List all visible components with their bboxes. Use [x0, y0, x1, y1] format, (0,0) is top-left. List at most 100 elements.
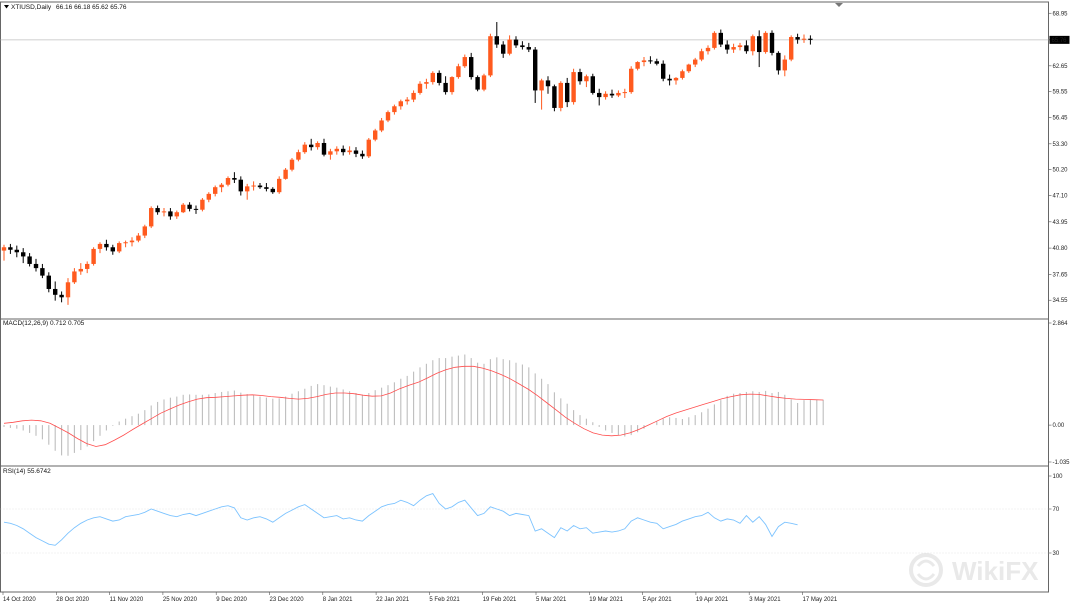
date-tick-label: 9 Dec 2020	[216, 597, 247, 603]
candle-body	[123, 242, 128, 244]
candle-body	[565, 82, 570, 103]
candle-body	[680, 71, 685, 78]
macd-signal-line	[3, 365, 824, 447]
price-tick-label: 34.55	[1053, 298, 1069, 304]
candle-body	[731, 47, 736, 50]
candle-body	[616, 92, 621, 96]
candle-body	[481, 75, 487, 90]
candle-body	[334, 148, 339, 152]
candle-body	[769, 32, 775, 53]
rsi-title: RSI(14) 55.6742	[3, 468, 51, 475]
candle-body	[405, 99, 410, 102]
candle-body	[321, 142, 327, 155]
candle-body	[763, 32, 768, 53]
candle-body	[264, 187, 269, 189]
candle-body	[750, 36, 755, 52]
candle-body	[622, 92, 627, 94]
date-tick-label: 5 Apr 2021	[643, 597, 673, 603]
chart-shift-marker-icon	[835, 3, 843, 7]
candle-body	[193, 208, 199, 210]
candle-body	[200, 199, 205, 210]
candle-body	[629, 68, 634, 93]
candle-body	[430, 72, 435, 83]
candle-body	[603, 93, 608, 98]
candle-body	[309, 144, 314, 148]
background-layer	[0, 1, 1049, 593]
price-tick-label: 68.95	[1053, 11, 1069, 17]
candle-body	[533, 49, 538, 91]
dropdown-triangle-icon[interactable]	[4, 5, 9, 9]
candle-body	[398, 101, 403, 107]
candle-body	[315, 142, 320, 148]
candle-body	[718, 32, 723, 45]
candle-body	[1, 247, 7, 251]
date-tick-label: 11 Nov 2020	[110, 597, 144, 603]
candle-body	[213, 187, 218, 194]
candle-body	[507, 39, 512, 54]
candle-body	[65, 282, 71, 298]
rsi-panel	[3, 493, 798, 546]
candle-body	[78, 268, 83, 272]
candle-body	[654, 61, 659, 64]
candle-body	[91, 248, 96, 264]
date-tick-label: 3 May 2021	[749, 597, 781, 603]
candle-body	[257, 185, 263, 188]
candle-body	[373, 130, 378, 140]
candle-body	[456, 66, 461, 78]
candle-body	[161, 211, 167, 213]
candle-body	[104, 243, 109, 248]
macd-header: MACD(12,26,9) 0.712 0.705	[3, 320, 85, 327]
candle-body	[449, 77, 455, 93]
candle-body	[136, 235, 141, 241]
candle-body	[539, 80, 544, 91]
candle-body	[110, 247, 115, 252]
candle-body	[545, 80, 551, 87]
price-panel-frame	[0, 1, 1049, 320]
date-tick-label: 8 Jan 2021	[323, 597, 353, 603]
candle-body	[686, 64, 691, 72]
candle-body	[641, 60, 647, 63]
price-tick-label: 47.10	[1053, 194, 1069, 200]
candle-body	[174, 212, 179, 217]
candle-body	[14, 249, 19, 253]
candle-body	[219, 184, 224, 188]
price-tick-label: 43.95	[1053, 220, 1069, 226]
candle-body	[149, 208, 154, 227]
rsi-panel-frame	[0, 465, 1049, 593]
date-tick-label: 19 Apr 2021	[696, 597, 729, 603]
candle-body	[737, 45, 743, 48]
candle-body	[462, 57, 467, 67]
candle-body	[142, 226, 147, 236]
candle-body	[59, 294, 64, 298]
rsi-line	[3, 493, 798, 546]
price-tick-label: 59.55	[1053, 90, 1069, 96]
candle-body	[385, 112, 391, 121]
candle-body	[27, 256, 32, 264]
candle-body	[283, 169, 288, 179]
candle-body	[238, 179, 243, 192]
candle-body	[46, 275, 51, 289]
candle-body	[8, 247, 13, 250]
candle-body	[424, 82, 429, 84]
candle-body	[520, 45, 525, 48]
candle-body	[782, 59, 787, 71]
candle-body	[155, 208, 160, 213]
candle-body	[168, 211, 173, 217]
rsi-tick-label: 30	[1053, 551, 1060, 557]
candle-body	[296, 152, 301, 160]
price-tick-label: 56.45	[1053, 116, 1069, 122]
candle-body	[289, 159, 295, 170]
candle-body	[251, 185, 256, 187]
rsi-tick-label: 70	[1053, 507, 1060, 513]
price-tick-label: 62.65	[1053, 64, 1069, 70]
candle-body	[494, 36, 499, 45]
macd-title: MACD(12,26,9) 0.712 0.705	[3, 320, 85, 327]
candle-body	[609, 93, 615, 96]
date-tick-label: 17 May 2021	[803, 597, 838, 603]
candle-body	[270, 188, 275, 193]
grid-layer	[0, 39, 1049, 554]
watermark: WikiFX	[909, 553, 1039, 587]
candle-body	[552, 86, 557, 108]
watermark-text: WikiFX	[952, 556, 1039, 586]
